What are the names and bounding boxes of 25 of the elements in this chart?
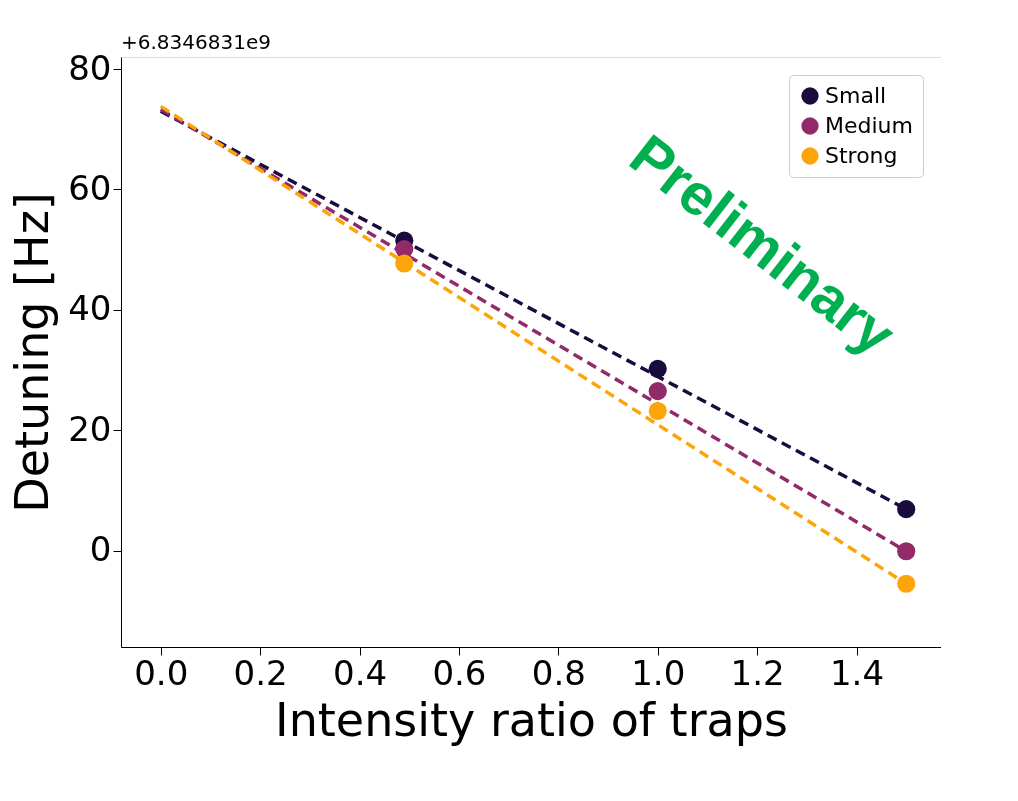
x-tick-label: 1.4 [829, 652, 885, 693]
y-tick-label: 20 [68, 408, 112, 449]
x-axis-title: Intensity ratio of traps [275, 692, 788, 747]
y-tick-label: 80 [68, 47, 112, 88]
x-tick-label: 0.6 [432, 652, 487, 693]
x-tick-label: 1.0 [631, 652, 686, 693]
text: +6.8346831e9 [121, 30, 271, 54]
legend-label: Medium [825, 113, 913, 138]
legend-label: Small [825, 83, 887, 108]
point [897, 500, 916, 519]
point [648, 382, 667, 401]
y-tick-label: 60 [68, 167, 112, 208]
point [648, 401, 667, 421]
point [648, 359, 667, 378]
y-axis-title: Detuning [Hz] [5, 192, 60, 513]
y-tick-label: 0 [89, 529, 112, 570]
x-tick-label: 0.8 [531, 652, 586, 693]
point [897, 574, 916, 593]
x-tick-label: 0.0 [134, 652, 189, 693]
x-tick-label: 0.2 [233, 652, 288, 693]
y-tick-label: 40 [68, 288, 112, 329]
point [897, 542, 916, 561]
x-tick-label: 0.4 [333, 652, 388, 693]
point [395, 254, 414, 273]
x-tick-label: 1.2 [730, 652, 785, 693]
